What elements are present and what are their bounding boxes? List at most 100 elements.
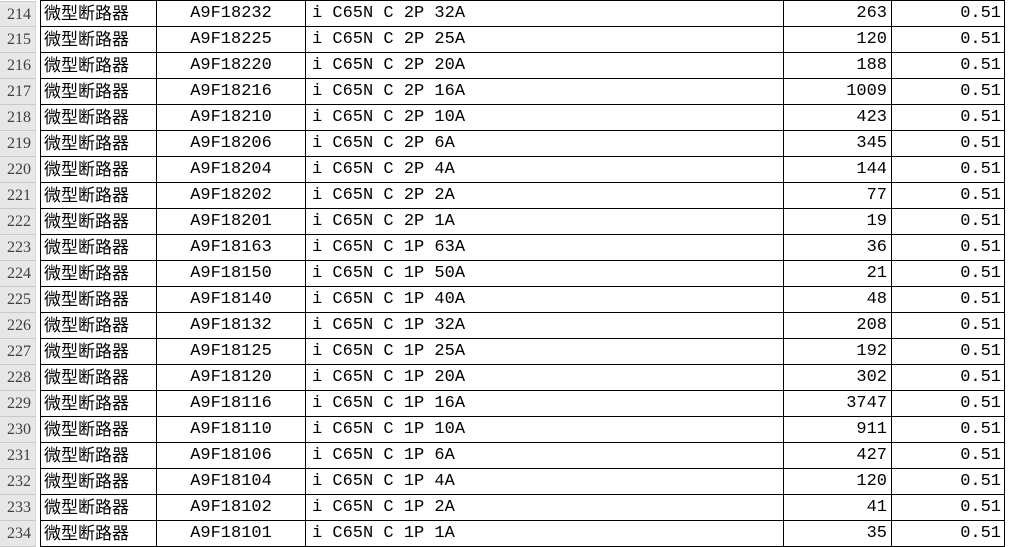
cell-type[interactable]: 微型断路器 <box>40 104 157 131</box>
row-number-header[interactable]: 220 <box>0 157 36 183</box>
cell-price[interactable]: 0.51 <box>891 182 1005 209</box>
cell-desc[interactable]: i C65N C 2P 2A <box>305 182 784 209</box>
row-number-header[interactable]: 218 <box>0 105 36 131</box>
cell-desc[interactable]: i C65N C 1P 1A <box>305 520 784 547</box>
cell-price[interactable]: 0.51 <box>891 208 1005 235</box>
cell-code[interactable]: A9F18102 <box>156 494 306 521</box>
cell-price[interactable]: 0.51 <box>891 416 1005 443</box>
cell-code[interactable]: A9F18204 <box>156 156 306 183</box>
cell-type[interactable]: 微型断路器 <box>40 416 157 443</box>
cell-desc[interactable]: i C65N C 1P 6A <box>305 442 784 469</box>
cell-qty[interactable]: 41 <box>783 494 892 521</box>
cell-qty[interactable]: 120 <box>783 468 892 495</box>
cell-price[interactable]: 0.51 <box>891 494 1005 521</box>
row-number-header[interactable]: 214 <box>0 1 36 27</box>
cell-code[interactable]: A9F18201 <box>156 208 306 235</box>
cell-qty[interactable]: 120 <box>783 26 892 53</box>
cell-price[interactable]: 0.51 <box>891 104 1005 131</box>
row-number-header[interactable]: 221 <box>0 183 36 209</box>
cell-desc[interactable]: i C65N C 1P 25A <box>305 338 784 365</box>
cell-price[interactable]: 0.51 <box>891 468 1005 495</box>
cell-desc[interactable]: i C65N C 2P 10A <box>305 104 784 131</box>
cell-qty[interactable]: 144 <box>783 156 892 183</box>
row-number-header[interactable]: 226 <box>0 313 36 339</box>
row-number-header[interactable]: 232 <box>0 469 36 495</box>
cell-code[interactable]: A9F18150 <box>156 260 306 287</box>
cell-price[interactable]: 0.51 <box>891 286 1005 313</box>
cell-price[interactable]: 0.51 <box>891 312 1005 339</box>
cell-price[interactable]: 0.51 <box>891 130 1005 157</box>
row-number-header[interactable]: 216 <box>0 53 36 79</box>
cell-price[interactable]: 0.51 <box>891 364 1005 391</box>
cell-qty[interactable]: 1009 <box>783 78 892 105</box>
row-number-header[interactable]: 230 <box>0 417 36 443</box>
cell-type[interactable]: 微型断路器 <box>40 364 157 391</box>
cell-qty[interactable]: 208 <box>783 312 892 339</box>
cell-code[interactable]: A9F18163 <box>156 234 306 261</box>
cell-desc[interactable]: i C65N C 2P 6A <box>305 130 784 157</box>
row-number-header[interactable]: 217 <box>0 79 36 105</box>
cell-type[interactable]: 微型断路器 <box>40 26 157 53</box>
cell-price[interactable]: 0.51 <box>891 0 1005 27</box>
cell-type[interactable]: 微型断路器 <box>40 520 157 547</box>
row-number-header[interactable]: 224 <box>0 261 36 287</box>
cell-code[interactable]: A9F18125 <box>156 338 306 365</box>
cell-type[interactable]: 微型断路器 <box>40 260 157 287</box>
row-number-header[interactable]: 228 <box>0 365 36 391</box>
cell-qty[interactable]: 192 <box>783 338 892 365</box>
cell-price[interactable]: 0.51 <box>891 26 1005 53</box>
cell-price[interactable]: 0.51 <box>891 520 1005 547</box>
cell-desc[interactable]: i C65N C 1P 50A <box>305 260 784 287</box>
cell-qty[interactable]: 3747 <box>783 390 892 417</box>
cell-code[interactable]: A9F18216 <box>156 78 306 105</box>
cell-desc[interactable]: i C65N C 1P 20A <box>305 364 784 391</box>
cell-desc[interactable]: i C65N C 2P 20A <box>305 52 784 79</box>
cell-type[interactable]: 微型断路器 <box>40 468 157 495</box>
cell-code[interactable]: A9F18210 <box>156 104 306 131</box>
cell-code[interactable]: A9F18101 <box>156 520 306 547</box>
row-number-header[interactable]: 231 <box>0 443 36 469</box>
cell-qty[interactable]: 302 <box>783 364 892 391</box>
cell-type[interactable]: 微型断路器 <box>40 494 157 521</box>
row-number-header[interactable]: 223 <box>0 235 36 261</box>
cell-type[interactable]: 微型断路器 <box>40 286 157 313</box>
cell-price[interactable]: 0.51 <box>891 78 1005 105</box>
row-number-header[interactable]: 229 <box>0 391 36 417</box>
cell-desc[interactable]: i C65N C 2P 1A <box>305 208 784 235</box>
cell-desc[interactable]: i C65N C 2P 25A <box>305 26 784 53</box>
cell-desc[interactable]: i C65N C 2P 16A <box>305 78 784 105</box>
cell-qty[interactable]: 188 <box>783 52 892 79</box>
row-number-header[interactable]: 234 <box>0 521 36 547</box>
row-number-header[interactable]: 233 <box>0 495 36 521</box>
cell-desc[interactable]: i C65N C 1P 40A <box>305 286 784 313</box>
row-number-header[interactable]: 222 <box>0 209 36 235</box>
cell-code[interactable]: A9F18206 <box>156 130 306 157</box>
cell-desc[interactable]: i C65N C 1P 10A <box>305 416 784 443</box>
cell-price[interactable]: 0.51 <box>891 338 1005 365</box>
cell-desc[interactable]: i C65N C 1P 2A <box>305 494 784 521</box>
cell-qty[interactable]: 423 <box>783 104 892 131</box>
cell-type[interactable]: 微型断路器 <box>40 130 157 157</box>
cell-type[interactable]: 微型断路器 <box>40 390 157 417</box>
cell-code[interactable]: A9F18106 <box>156 442 306 469</box>
cell-code[interactable]: A9F18220 <box>156 52 306 79</box>
cell-qty[interactable]: 77 <box>783 182 892 209</box>
cell-price[interactable]: 0.51 <box>891 390 1005 417</box>
cell-qty[interactable]: 35 <box>783 520 892 547</box>
cell-qty[interactable]: 263 <box>783 0 892 27</box>
cell-type[interactable]: 微型断路器 <box>40 78 157 105</box>
cell-desc[interactable]: i C65N C 2P 32A <box>305 0 784 27</box>
cell-type[interactable]: 微型断路器 <box>40 52 157 79</box>
row-number-header[interactable]: 225 <box>0 287 36 313</box>
cell-qty[interactable]: 345 <box>783 130 892 157</box>
row-number-header[interactable]: 227 <box>0 339 36 365</box>
cell-code[interactable]: A9F18202 <box>156 182 306 209</box>
cell-qty[interactable]: 48 <box>783 286 892 313</box>
cell-desc[interactable]: i C65N C 1P 63A <box>305 234 784 261</box>
cell-qty[interactable]: 911 <box>783 416 892 443</box>
cell-code[interactable]: A9F18140 <box>156 286 306 313</box>
cell-code[interactable]: A9F18104 <box>156 468 306 495</box>
cell-price[interactable]: 0.51 <box>891 442 1005 469</box>
cell-code[interactable]: A9F18110 <box>156 416 306 443</box>
cell-qty[interactable]: 21 <box>783 260 892 287</box>
